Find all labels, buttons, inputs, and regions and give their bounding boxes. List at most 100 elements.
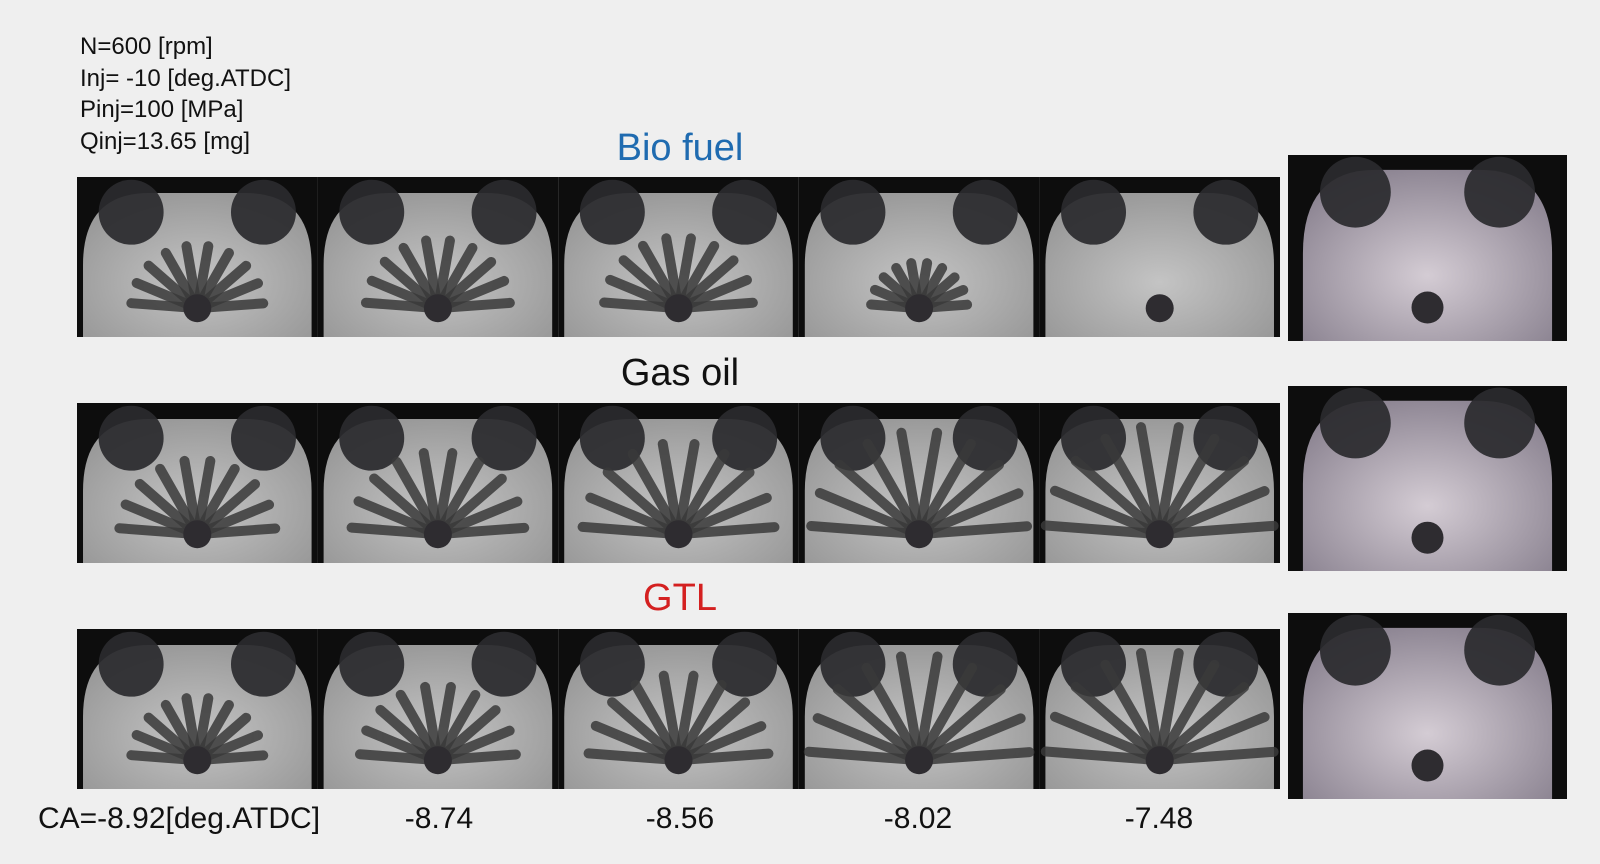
spray-plume: [432, 522, 530, 540]
valve: [820, 179, 886, 245]
image-panel: [558, 403, 799, 563]
spray-plume: [895, 651, 925, 766]
spray-plume: [602, 467, 684, 540]
valve: [579, 631, 645, 697]
panel-content: [323, 179, 553, 337]
injector: [1145, 520, 1174, 549]
spray-plume: [673, 522, 780, 540]
spray-plume: [1136, 422, 1165, 540]
spray-plume: [673, 748, 774, 766]
spray-plume: [1040, 746, 1165, 766]
image-panel: [77, 629, 318, 789]
valve: [712, 179, 778, 245]
spray-plume: [914, 747, 1035, 766]
injector: [423, 294, 452, 323]
image-panel: [77, 403, 318, 563]
spray-plume: [1154, 455, 1250, 540]
spray-plume: [1154, 681, 1250, 766]
valve: [471, 631, 537, 697]
panel-content: [1302, 614, 1553, 799]
spray-plume: [914, 713, 1026, 766]
injector: [183, 746, 212, 775]
valve: [1464, 614, 1536, 686]
injector: [664, 294, 693, 323]
panel-content: [83, 179, 312, 337]
spray-plume: [803, 746, 925, 766]
spray-plume: [832, 684, 925, 766]
spray-plume: [1154, 659, 1220, 766]
valve: [952, 179, 1018, 245]
panel-content: [803, 631, 1035, 789]
valve: [98, 631, 164, 697]
condition: Pinj=100 [MPa]: [80, 96, 243, 123]
spray-plume: [1154, 520, 1279, 540]
spray-plume: [914, 488, 1024, 540]
image-panel: [317, 403, 559, 563]
spray-plume: [1070, 681, 1165, 766]
spray-plume: [657, 439, 684, 540]
spray-plume: [673, 448, 730, 540]
injector: [1145, 294, 1174, 323]
injector: [1411, 521, 1444, 554]
valve: [98, 405, 164, 471]
image-panel: [77, 177, 318, 337]
spray-plume: [1154, 422, 1184, 540]
spray-plume: [812, 713, 925, 766]
valve: [339, 631, 405, 697]
injector: [1411, 749, 1444, 782]
spray-plume: [814, 488, 925, 540]
valve: [579, 179, 645, 245]
injector: [905, 294, 934, 323]
valve: [471, 405, 537, 471]
valve: [230, 179, 296, 245]
injector: [183, 294, 212, 323]
spray-plume: [914, 662, 978, 766]
spray-plume: [673, 439, 700, 540]
spray-plume: [914, 651, 943, 766]
image-panel: [1288, 613, 1567, 799]
condition: Qinj=13.65 [mg]: [80, 128, 250, 155]
injector: [1145, 746, 1174, 775]
panel-content: [83, 405, 312, 563]
spray-plume: [1049, 485, 1165, 540]
panel-content: [564, 405, 793, 563]
crank-angle: -8.56: [646, 802, 714, 835]
spray-plume: [627, 448, 684, 540]
injector: [423, 746, 452, 775]
spray-plume: [914, 521, 1033, 540]
spray-plume: [1154, 712, 1270, 766]
injector: [1411, 291, 1444, 324]
image-panel: [558, 177, 799, 337]
spray-plume: [1136, 648, 1165, 766]
panel-content: [1040, 405, 1279, 563]
valve: [1464, 387, 1536, 459]
spray-plume: [1154, 486, 1270, 540]
spray-plume: [896, 427, 925, 540]
valve: [339, 405, 405, 471]
condition: N=600 [rpm]: [80, 33, 213, 60]
spray-plume: [914, 459, 1005, 540]
injector: [664, 746, 693, 775]
spray-plume: [914, 684, 1006, 766]
crank-angle: -8.02: [884, 802, 952, 835]
image-panel: [798, 629, 1040, 789]
valve: [339, 179, 405, 245]
image-panel: [317, 177, 559, 337]
spray-plume: [806, 520, 925, 540]
row-label: Gas oil: [621, 352, 739, 394]
spray-plume: [834, 459, 925, 540]
valve: [1319, 156, 1391, 228]
panel-content: [564, 631, 793, 789]
condition: Inj= -10 [deg.ATDC]: [80, 65, 291, 92]
valve: [98, 179, 164, 245]
panel-content: [1040, 631, 1279, 789]
panel-content: [564, 179, 793, 337]
valve: [712, 631, 778, 697]
valve: [1319, 387, 1391, 459]
spray-plume: [585, 492, 684, 540]
image-panel: [317, 629, 559, 789]
spray-plume: [1040, 520, 1165, 540]
panel-content: [1302, 387, 1553, 571]
